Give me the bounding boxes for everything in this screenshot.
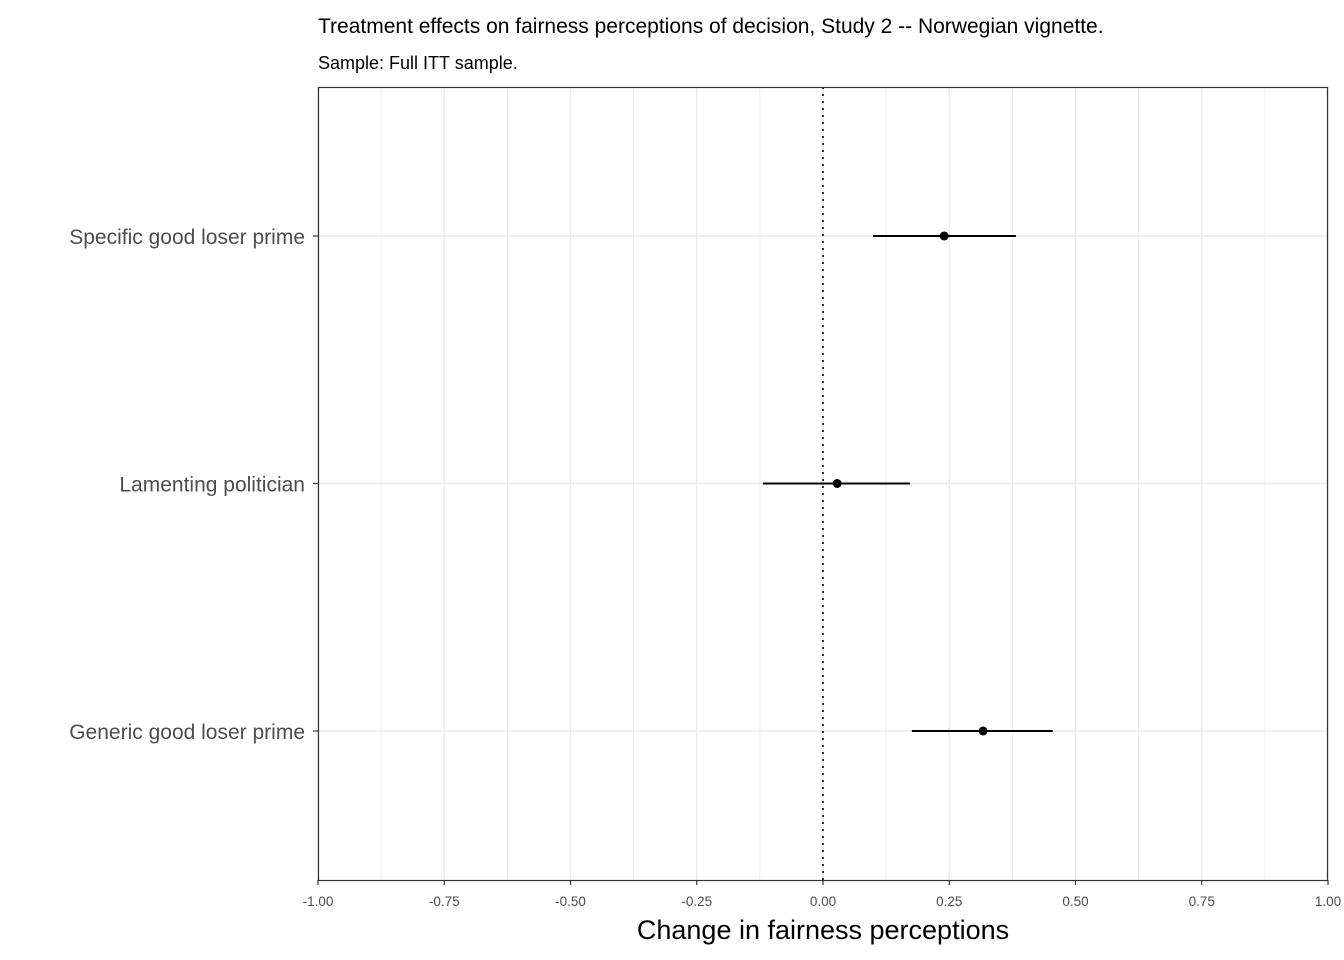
x-axis-label: Change in fairness perceptions [637, 915, 1009, 945]
x-tick-label: 0.25 [936, 894, 962, 909]
point-estimate [832, 479, 842, 488]
y-tick-label: Lamenting politician [119, 474, 305, 497]
y-tick-label: Generic good loser prime [69, 721, 305, 744]
x-tick-label: -0.25 [681, 894, 712, 909]
x-tick-label: 0.00 [810, 894, 836, 909]
axes: -1.00 -0.75 -0.50 -0.25 0.00 0.25 0.50 0.75 1.00… [69, 226, 1341, 909]
x-tick-label: 1.00 [1315, 894, 1341, 909]
x-tick-label: -1.00 [303, 894, 334, 909]
x-tick-label: -0.75 [429, 894, 460, 909]
chart-title: Treatment effects on fairness perception… [318, 15, 1104, 38]
chart-subtitle: Sample: Full ITT sample. [318, 53, 518, 73]
point-estimate [978, 726, 988, 736]
data-marks [762, 87, 1053, 880]
x-tick-label: 0.75 [1189, 894, 1215, 909]
point-estimate [939, 231, 949, 241]
y-tick-label: Specific good loser prime [69, 226, 305, 249]
x-tick-label: -0.50 [555, 894, 586, 909]
x-tick-label: 0.50 [1062, 894, 1088, 909]
